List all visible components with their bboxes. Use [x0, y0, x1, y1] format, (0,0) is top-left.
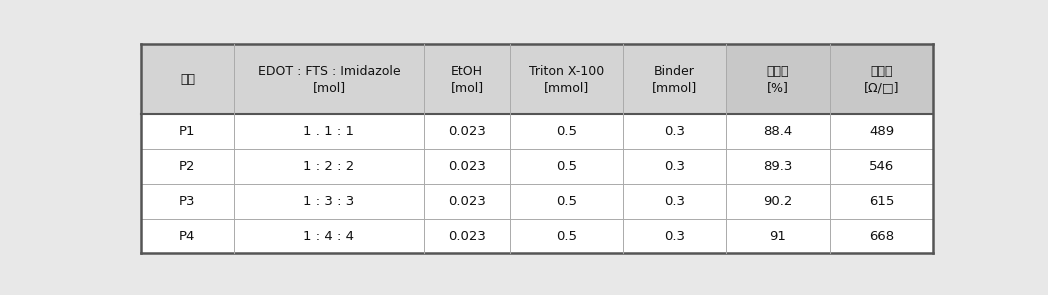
Text: 투과율
[%]: 투과율 [%] — [767, 65, 789, 94]
Text: 1 . 1 : 1: 1 . 1 : 1 — [304, 125, 354, 138]
Text: 0.3: 0.3 — [663, 230, 685, 242]
Text: 0.5: 0.5 — [555, 195, 577, 208]
Text: 1 : 3 : 3: 1 : 3 : 3 — [303, 195, 354, 208]
Text: Binder
[mmol]: Binder [mmol] — [652, 65, 697, 94]
Text: 0.3: 0.3 — [663, 160, 685, 173]
Text: 0.023: 0.023 — [449, 230, 486, 242]
Text: 0.3: 0.3 — [663, 195, 685, 208]
Text: 615: 615 — [869, 195, 894, 208]
Text: 구분: 구분 — [180, 73, 195, 86]
Text: 0.5: 0.5 — [555, 125, 577, 138]
Text: EtOH
[mol]: EtOH [mol] — [451, 65, 484, 94]
Text: 1 : 2 : 2: 1 : 2 : 2 — [303, 160, 354, 173]
Text: P3: P3 — [179, 195, 196, 208]
Text: 90.2: 90.2 — [763, 195, 792, 208]
Text: 면저항
[Ω/□]: 면저항 [Ω/□] — [864, 65, 899, 94]
Text: 0.5: 0.5 — [555, 160, 577, 173]
Text: P2: P2 — [179, 160, 196, 173]
Text: 0.023: 0.023 — [449, 195, 486, 208]
Text: 489: 489 — [869, 125, 894, 138]
Text: 0.5: 0.5 — [555, 230, 577, 242]
Text: EDOT : FTS : Imidazole
[mol]: EDOT : FTS : Imidazole [mol] — [258, 65, 400, 94]
Text: 89.3: 89.3 — [763, 160, 792, 173]
Text: 546: 546 — [869, 160, 894, 173]
Text: 668: 668 — [869, 230, 894, 242]
Text: 0.023: 0.023 — [449, 125, 486, 138]
Text: 1 : 4 : 4: 1 : 4 : 4 — [304, 230, 354, 242]
Text: 0.023: 0.023 — [449, 160, 486, 173]
Text: Triton X-100
[mmol]: Triton X-100 [mmol] — [529, 65, 604, 94]
Text: 91: 91 — [769, 230, 786, 242]
Text: 0.3: 0.3 — [663, 125, 685, 138]
Text: 88.4: 88.4 — [763, 125, 792, 138]
Text: P1: P1 — [179, 125, 196, 138]
Text: P4: P4 — [179, 230, 196, 242]
